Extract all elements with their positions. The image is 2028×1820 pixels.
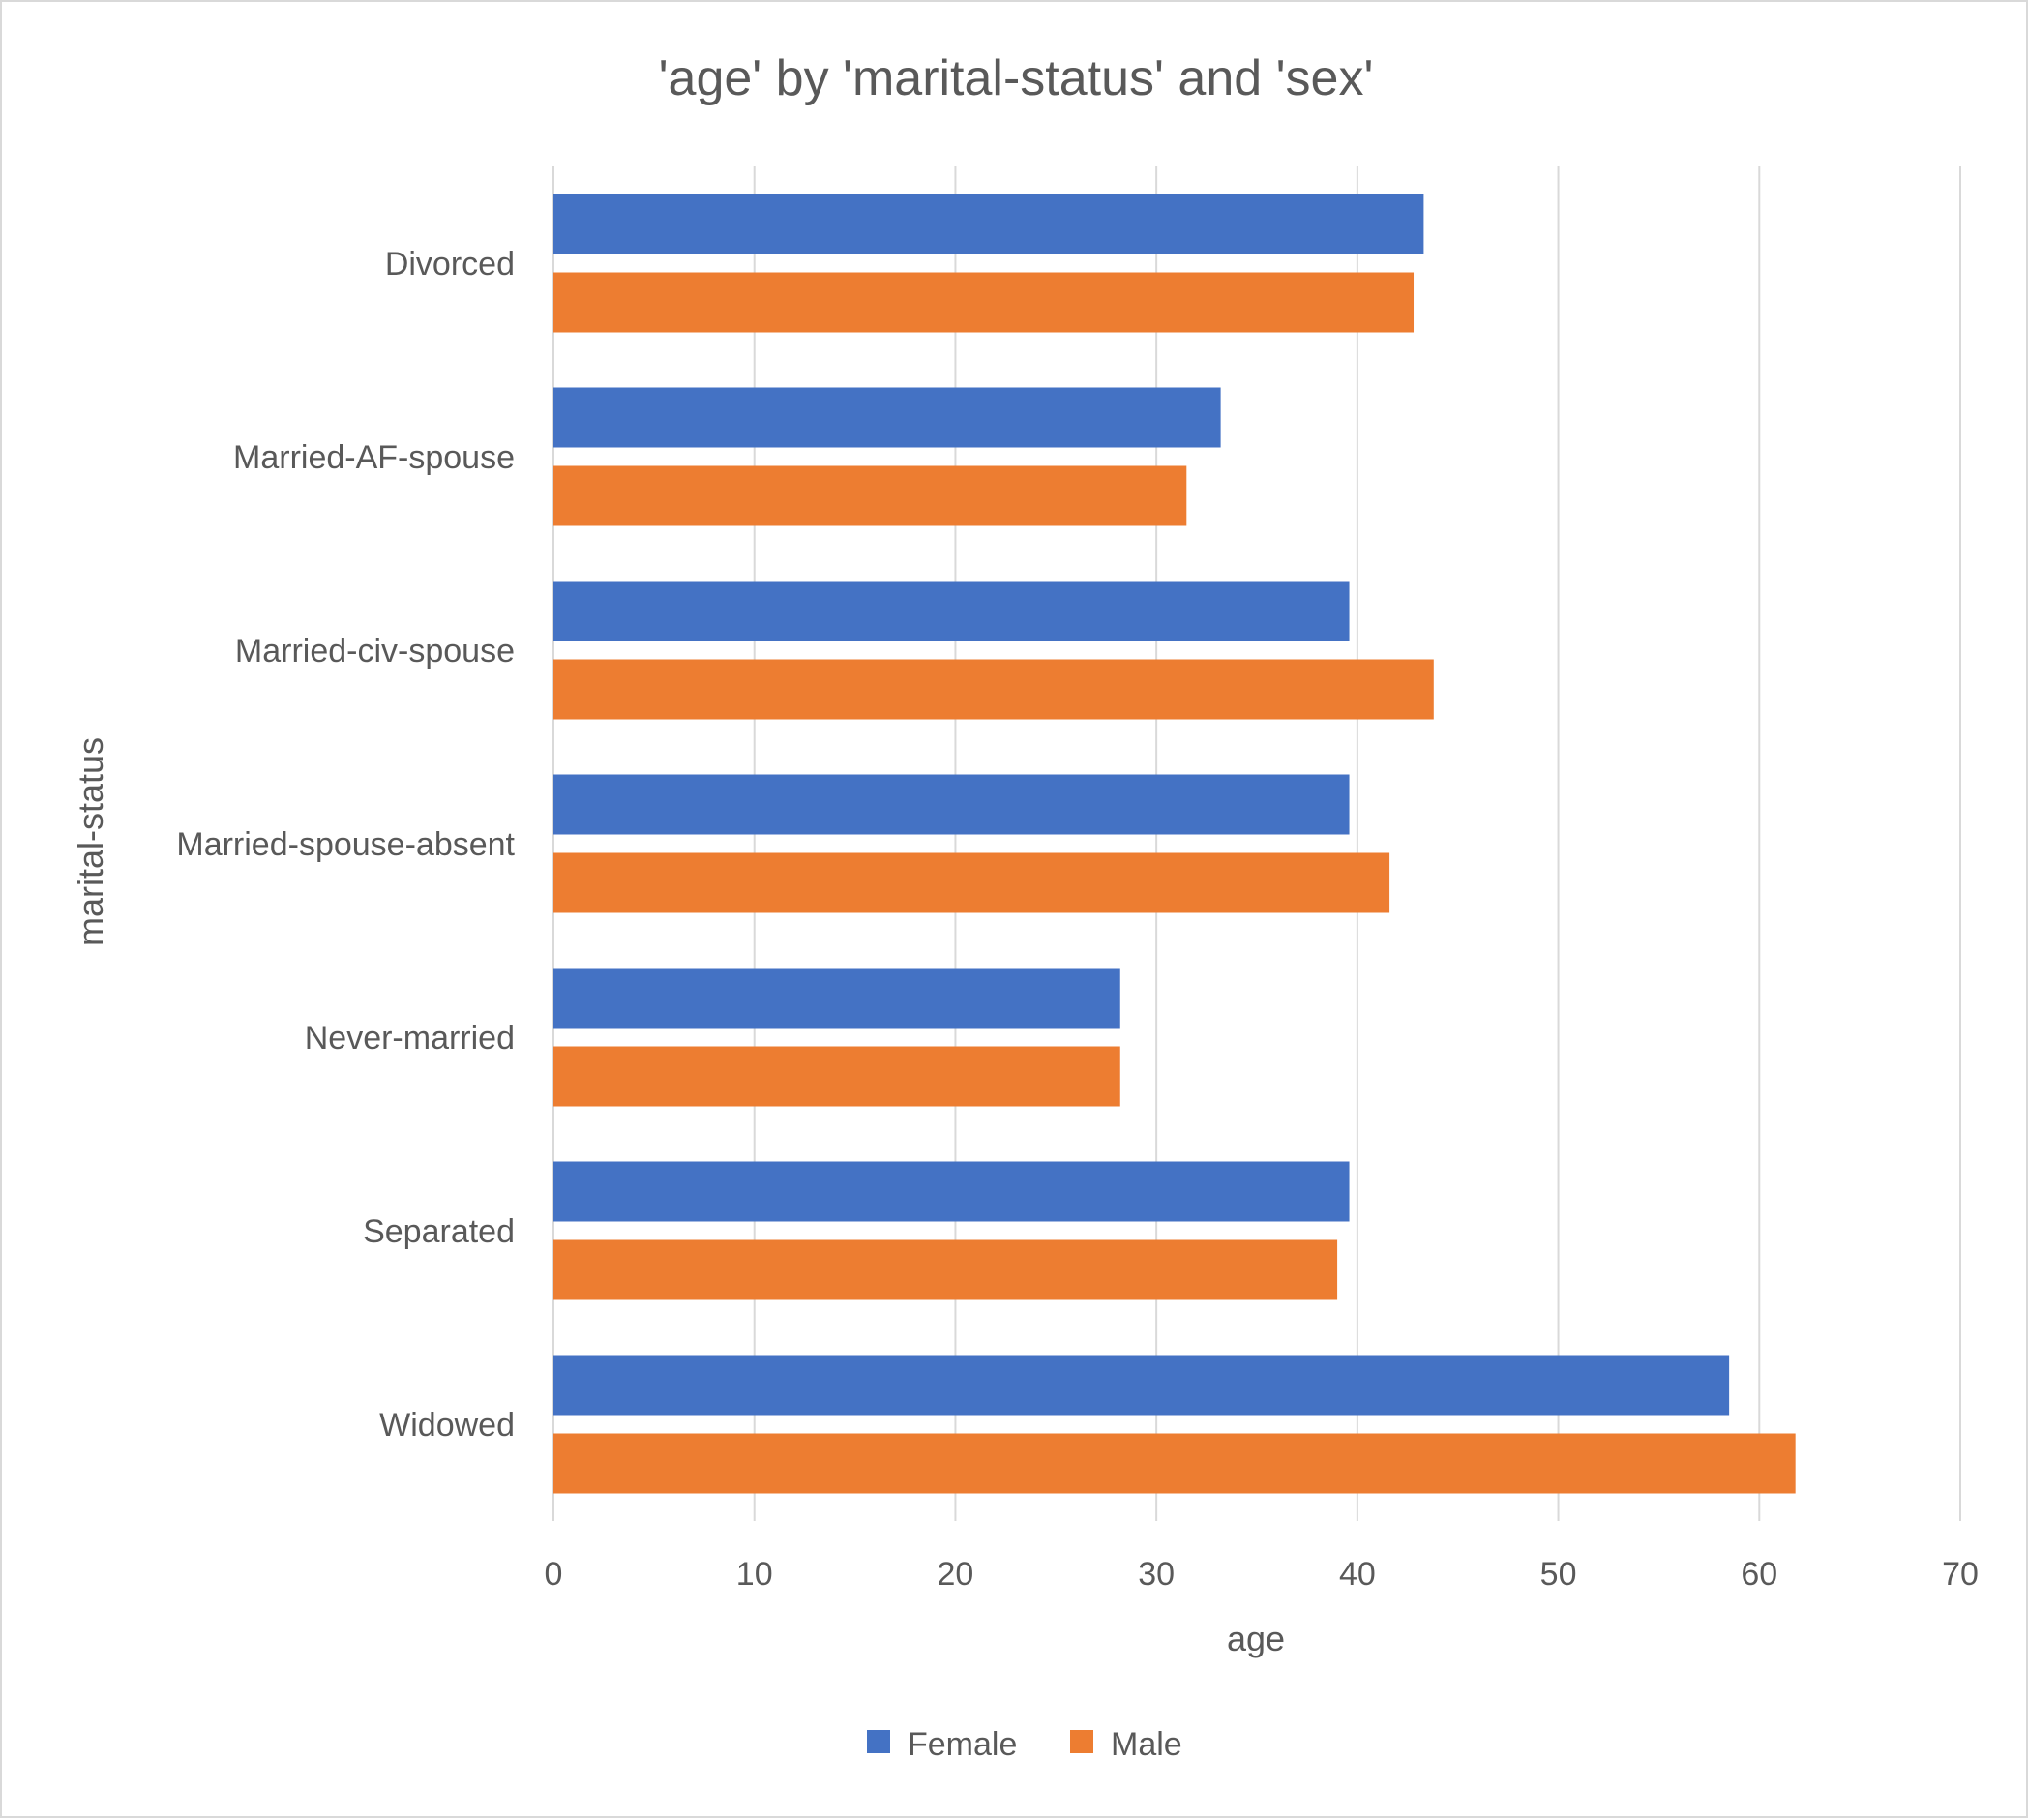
bar-female (553, 581, 1350, 641)
category-label: Married-AF-spouse (233, 439, 515, 476)
legend-swatch-male (1070, 1730, 1093, 1753)
legend: Female Male (867, 1726, 1182, 1763)
bars (553, 194, 1796, 1494)
y-axis-title: marital-status (71, 737, 110, 946)
chart-title: 'age' by 'marital-status' and 'sex' (659, 50, 1374, 106)
legend-swatch-female (867, 1730, 890, 1753)
bar-female (553, 774, 1350, 835)
category-label: Divorced (385, 246, 515, 283)
gridlines (552, 166, 1961, 1521)
bar-female (553, 1355, 1730, 1416)
bar-male (553, 272, 1415, 333)
x-tick-label: 20 (938, 1556, 974, 1593)
bar-male (553, 852, 1390, 913)
x-tick-labels: 0 10 20 30 40 50 60 70 (545, 1556, 1979, 1593)
x-tick-label: 30 (1138, 1556, 1175, 1593)
bar-male (553, 1433, 1796, 1494)
category-labels: Divorced Married-AF-spouse Married-civ-spo… (176, 246, 515, 1444)
category-label: Never-married (305, 1020, 515, 1057)
bar-female (553, 387, 1221, 448)
legend-label-female: Female (908, 1726, 1017, 1763)
bar-female (553, 968, 1120, 1029)
bar-male (553, 1239, 1338, 1300)
category-label: Widowed (379, 1407, 515, 1444)
x-tick-label: 40 (1339, 1556, 1376, 1593)
bar-female (553, 194, 1424, 254)
bar-male (553, 659, 1434, 720)
category-label: Separated (363, 1213, 515, 1250)
x-tick-label: 10 (736, 1556, 773, 1593)
x-tick-label: 50 (1540, 1556, 1577, 1593)
bar-male (553, 465, 1187, 526)
x-axis-title: age (1227, 1619, 1285, 1658)
bar-female (553, 1161, 1350, 1222)
legend-label-male: Male (1111, 1726, 1182, 1763)
category-label: Married-civ-spouse (235, 633, 515, 670)
x-tick-label: 0 (545, 1556, 563, 1593)
x-tick-label: 60 (1741, 1556, 1777, 1593)
category-label: Married-spouse-absent (176, 826, 515, 863)
x-tick-label: 70 (1942, 1556, 1979, 1593)
bar-male (553, 1046, 1120, 1107)
